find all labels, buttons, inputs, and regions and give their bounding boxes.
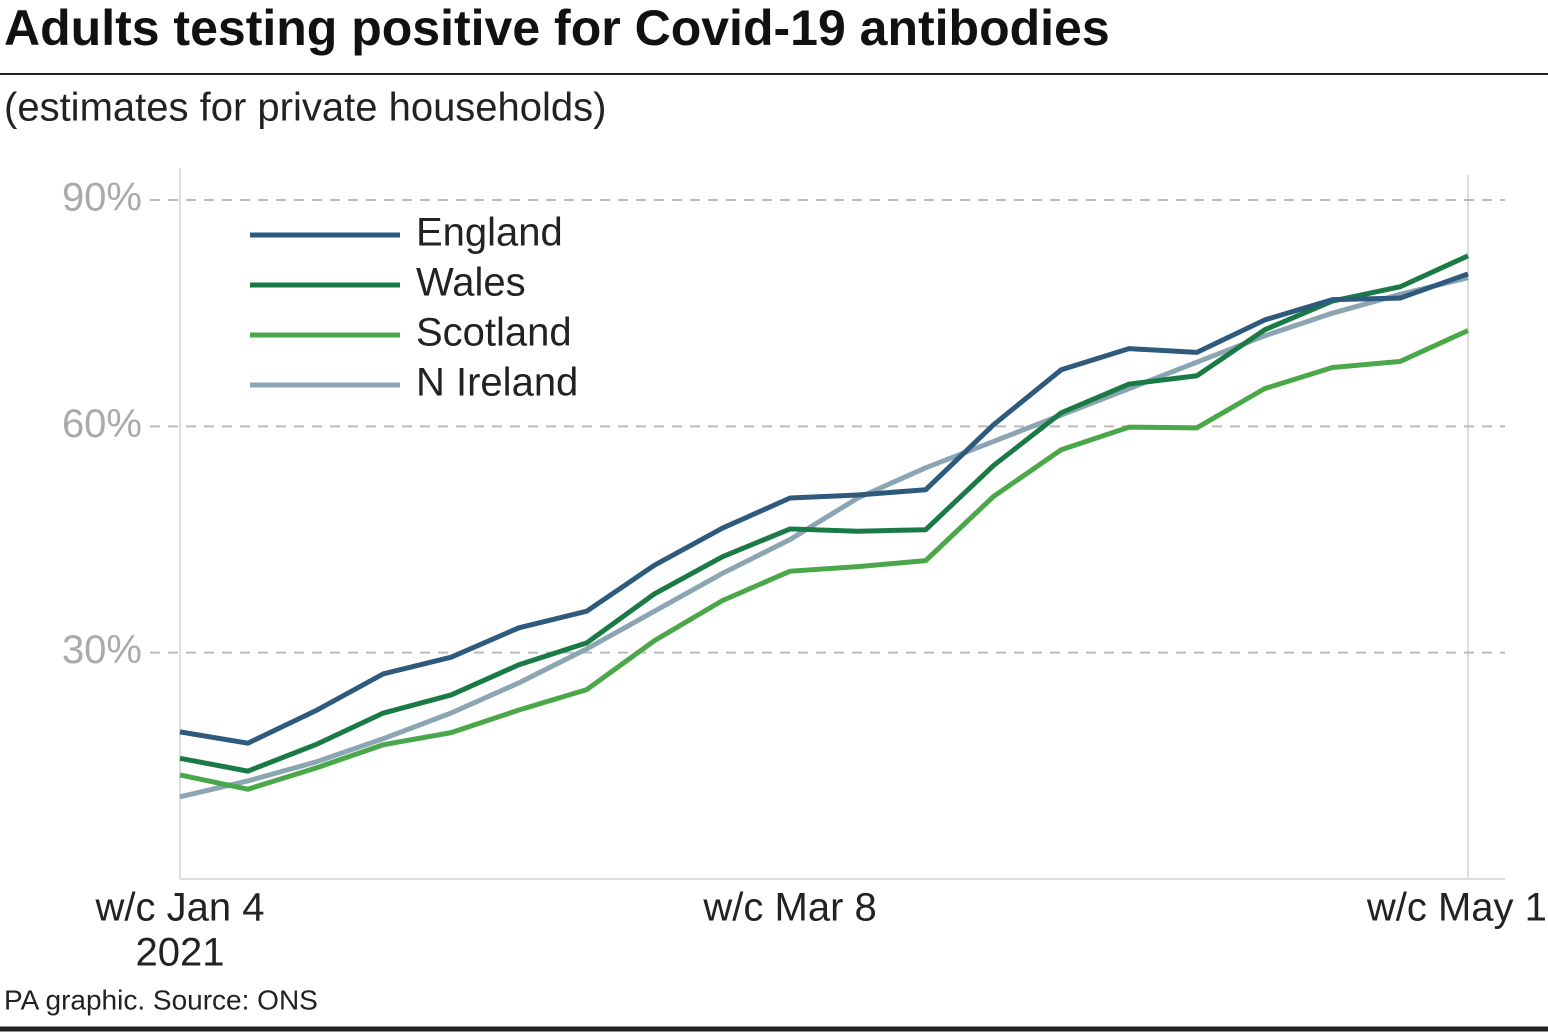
y-tick-label: 60% xyxy=(62,402,142,446)
legend-label: England xyxy=(416,211,563,255)
series-line xyxy=(179,271,1469,746)
source-note: PA graphic. Source: ONS xyxy=(4,984,318,1015)
x-tick-label: w/c Jan 4 xyxy=(95,886,265,930)
legend-label: N Ireland xyxy=(416,361,578,405)
series-line xyxy=(179,328,1470,792)
legend-label: Scotland xyxy=(416,311,572,355)
series-line xyxy=(179,253,1470,774)
y-tick-label: 90% xyxy=(62,176,142,220)
y-tick-label: 30% xyxy=(62,628,142,672)
legend-label: Wales xyxy=(416,261,526,305)
x-tick-label: w/c Mar 8 xyxy=(702,886,876,930)
x-tick-label: w/c May 17 xyxy=(1366,886,1548,930)
x-tick-sublabel: 2021 xyxy=(136,931,225,975)
chart-subtitle: (estimates for private households) xyxy=(4,86,607,130)
chart-title: Adults testing positive for Covid-19 ant… xyxy=(4,0,1110,56)
